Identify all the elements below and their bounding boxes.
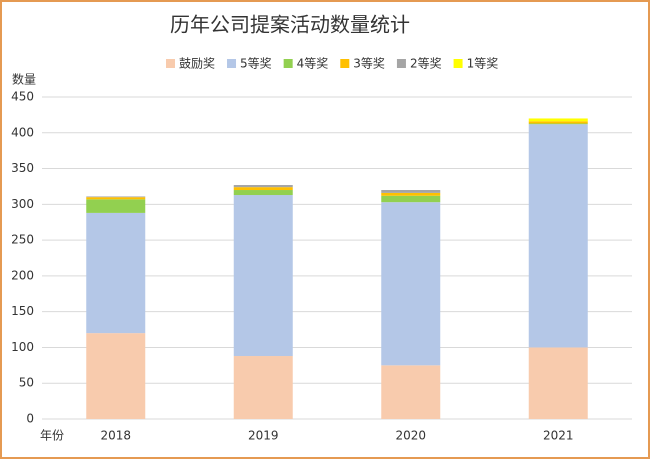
x-axis-label: 年份 — [40, 429, 64, 443]
bar-segment — [233, 356, 293, 419]
x-tick-label: 2018 — [100, 429, 131, 443]
y-axis-label: 数量 — [12, 72, 36, 87]
chart-title: 历年公司提案活动数量统计 — [170, 13, 410, 37]
legend-label: 鼓励奖 — [179, 57, 215, 71]
x-tick-label: 2021 — [543, 429, 574, 443]
y-tick-label: 250 — [11, 233, 34, 247]
legend-label: 4等奖 — [297, 57, 329, 71]
y-tick-label: 400 — [11, 125, 34, 139]
legend-label: 2等奖 — [410, 57, 442, 71]
legend-label: 5等奖 — [240, 57, 272, 71]
bar-segment — [381, 192, 441, 196]
bar-segment — [381, 195, 441, 203]
y-tick-label: 200 — [11, 268, 34, 282]
bar-segment — [233, 187, 293, 191]
legend-swatch — [340, 59, 350, 68]
y-tick-label: 0 — [26, 412, 34, 426]
bar-segment — [381, 202, 441, 366]
bar-segment — [528, 123, 588, 125]
y-tick-label: 150 — [11, 304, 34, 318]
bar-segment — [86, 212, 146, 334]
bar-segment — [528, 118, 588, 122]
y-tick-label: 50 — [19, 376, 34, 390]
y-tick-label: 300 — [11, 197, 34, 211]
bar-segment — [528, 347, 588, 419]
legend-label: 3等奖 — [353, 57, 385, 71]
legend-swatch — [227, 59, 237, 68]
bar-segment — [86, 197, 146, 200]
legend-swatch — [283, 59, 293, 68]
bar-segment — [233, 185, 293, 188]
x-tick-label: 2020 — [395, 429, 426, 443]
bar-segment — [528, 124, 588, 348]
bar-segment — [381, 365, 441, 419]
bar-segment — [86, 333, 146, 419]
bar-segment — [233, 195, 293, 357]
legend-swatch — [396, 59, 406, 68]
legend-label: 1等奖 — [467, 57, 499, 71]
x-tick-label: 2019 — [248, 429, 279, 443]
bar-segment — [528, 121, 588, 124]
y-tick-label: 100 — [11, 340, 34, 354]
bar-segment — [86, 199, 146, 213]
bar-segment — [381, 190, 441, 193]
legend-swatch — [453, 59, 463, 68]
y-tick-label: 350 — [11, 161, 34, 175]
bar-segment — [86, 196, 146, 198]
y-tick-label: 450 — [11, 90, 34, 104]
bar-segment — [233, 190, 293, 196]
legend-swatch — [166, 59, 175, 68]
